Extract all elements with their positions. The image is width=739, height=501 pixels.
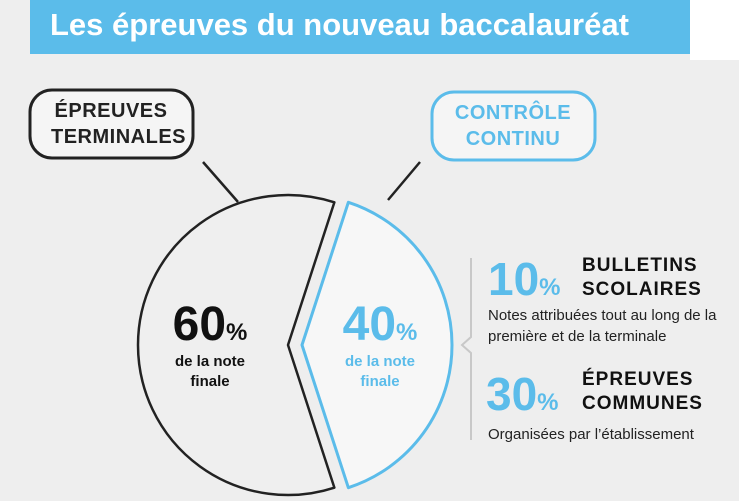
category-label: ÉPREUVES TERMINALES [51, 100, 186, 148]
value: 40 [342, 298, 397, 351]
breakdown-value: 30% [486, 367, 559, 421]
chart-title: Les épreuves du nouveau baccalauréat [30, 0, 690, 54]
slice-label: 40% de la note finale [315, 297, 445, 392]
connector [387, 161, 421, 201]
breakdown-description: Notes attribuées tout au long de la prem… [488, 307, 717, 345]
breakdown-value: 10% [488, 252, 561, 306]
pie-slice [136, 193, 336, 497]
category-box [430, 90, 597, 162]
breakdown-title: BULLETINS SCOLAIRES [582, 255, 702, 300]
connector [202, 161, 239, 203]
value: 30 [486, 368, 538, 420]
breakdown-title: ÉPREUVES COMMUNES [582, 369, 703, 414]
unit: % [537, 389, 559, 416]
value: 10 [488, 253, 540, 305]
slice-label: 60% de la note finale [145, 297, 275, 392]
caption: de la note finale [174, 353, 245, 390]
pie-slice [300, 200, 454, 490]
caption: de la note finale [344, 353, 415, 390]
value: 60 [172, 298, 227, 351]
unit: % [396, 319, 418, 346]
category-label: CONTRÔLE CONTINU [454, 102, 572, 150]
corner [690, 0, 739, 60]
unit: % [539, 274, 561, 301]
unit: % [226, 319, 248, 346]
breakdown-description: Organisées par l’établissement [488, 426, 694, 443]
divider [460, 258, 472, 440]
category-box [28, 88, 195, 160]
